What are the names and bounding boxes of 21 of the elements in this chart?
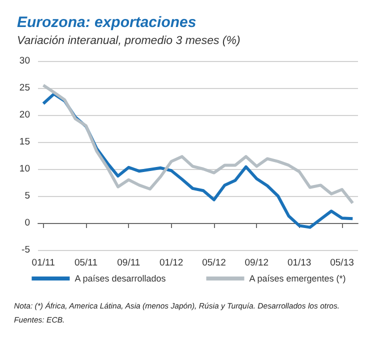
y-tick-label: 30 [19, 56, 30, 66]
line-series [42, 84, 354, 205]
x-tick-label: 05/12 [202, 258, 226, 268]
y-tick-label: -5 [22, 244, 30, 256]
y-tick-label: 10 [19, 164, 30, 174]
x-tick-label: 09/11 [117, 258, 140, 268]
y-tick-label: 15 [19, 136, 30, 148]
legend-label: A países emergentes (*) [249, 274, 346, 284]
legend-label: A países desarrollados [74, 274, 166, 284]
x-tick-label: 01/12 [159, 258, 184, 268]
x-tick-label: 05/11 [74, 258, 98, 268]
y-tick-label: 25 [19, 82, 30, 94]
chart-title: Eurozona: exportaciones [17, 14, 196, 31]
x-tick-label: 05/13 [330, 258, 354, 268]
y-tick-label: 20 [19, 110, 30, 120]
x-tick-label: 01/11 [32, 258, 55, 268]
y-tick-label: 5 [24, 190, 30, 202]
x-tick-label: 09/12 [244, 258, 269, 268]
y-tick-label: 0 [24, 218, 30, 228]
x-tick-label: 01/13 [287, 258, 312, 268]
chart-subtitle: Variación interanual, promedio 3 meses (%) [17, 35, 240, 47]
